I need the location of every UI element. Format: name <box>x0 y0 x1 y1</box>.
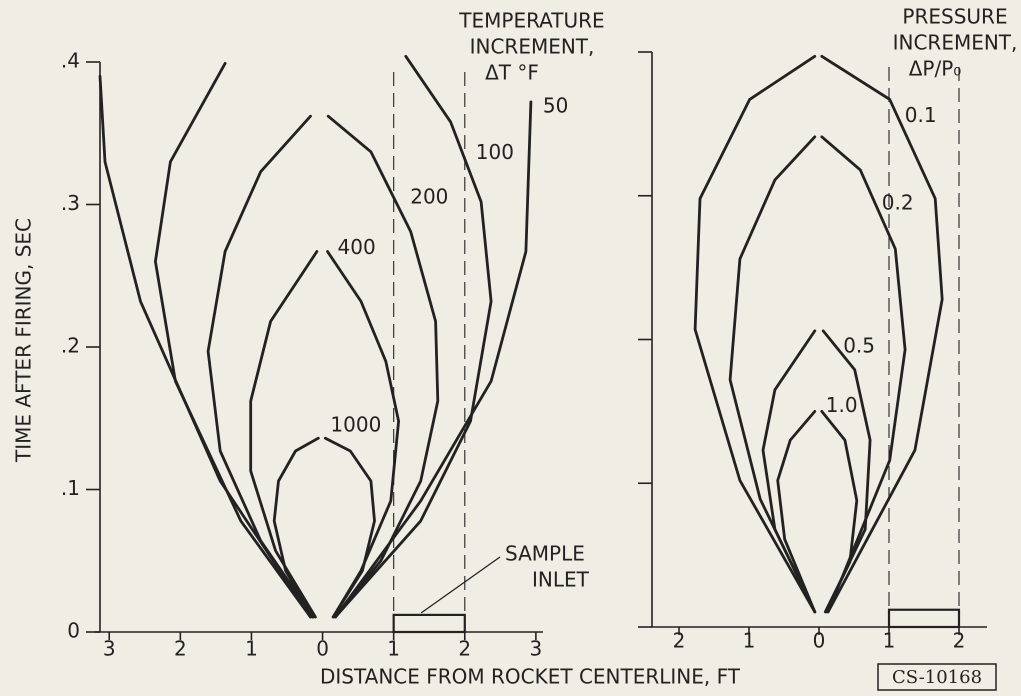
contour-label: 200 <box>410 185 448 209</box>
contour-label: 0.5 <box>843 333 875 357</box>
y-tick-label: .2 <box>61 334 80 358</box>
x-tick-label: 2 <box>673 629 686 653</box>
legend-title: TEMPERATURE <box>458 9 604 33</box>
y-tick-label: 0 <box>67 619 80 643</box>
legend-title: PRESSURE <box>902 5 1007 29</box>
legend-title: INCREMENT, <box>893 31 1018 55</box>
contour-label: 0.2 <box>882 190 914 214</box>
y-tick-label: .3 <box>61 191 80 215</box>
x-tick-label: 2 <box>953 629 966 653</box>
contour-label: 1000 <box>330 413 381 437</box>
contour-line <box>249 250 400 619</box>
figure-id: CS-10168 <box>892 667 982 688</box>
contour-label: 50 <box>543 93 568 117</box>
x-tick-label: 2 <box>174 637 187 661</box>
x-tick-label: 0 <box>316 637 329 661</box>
contour-line <box>154 54 493 619</box>
x-tick-label: 1 <box>245 637 258 661</box>
y-tick-label: .4 <box>61 49 80 73</box>
x-tick-label: 3 <box>530 637 543 661</box>
figure-id-box <box>877 663 997 691</box>
x-tick-label: 1 <box>743 629 756 653</box>
contour-line <box>98 74 533 619</box>
contour-label: 1.0 <box>826 393 858 417</box>
sample-inlet <box>887 608 961 629</box>
inlet-label: INLET <box>532 568 590 592</box>
legend-title: ΔP/P₀ <box>909 57 962 81</box>
contour-line <box>693 54 944 614</box>
x-axis-label: DISTANCE FROM ROCKET CENTERLINE, FT <box>320 665 741 689</box>
sample-inlet <box>392 613 466 634</box>
contour-line <box>728 135 907 614</box>
contour-label: 400 <box>338 235 376 259</box>
y-tick-label: .1 <box>61 476 80 500</box>
legend-title: ΔT °F <box>485 61 539 85</box>
x-tick-label: 1 <box>883 629 896 653</box>
inlet-leader <box>420 556 501 614</box>
inlet-label: SAMPLE <box>505 542 585 566</box>
contour-label: 100 <box>476 140 514 164</box>
contour-label: 0.1 <box>905 103 937 127</box>
legend-title: INCREMENT, <box>470 35 595 59</box>
y-axis-label: TIME AFTER FIRING, SEC <box>12 218 36 463</box>
x-tick-label: 3 <box>103 637 116 661</box>
x-tick-label: 2 <box>458 637 471 661</box>
x-tick-label: 0 <box>813 629 826 653</box>
x-tick-label: 1 <box>387 637 400 661</box>
